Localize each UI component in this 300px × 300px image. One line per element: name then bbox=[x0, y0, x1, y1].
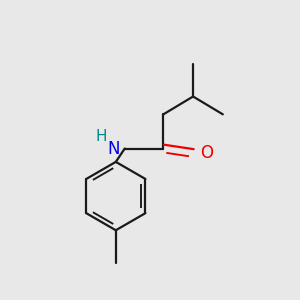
Text: N: N bbox=[107, 140, 119, 158]
Text: H: H bbox=[96, 129, 107, 144]
Text: O: O bbox=[200, 144, 213, 162]
